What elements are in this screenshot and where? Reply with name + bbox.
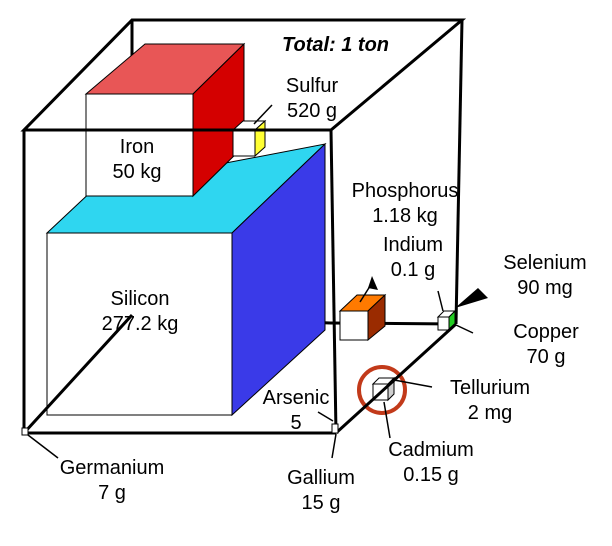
selenium-label: Selenium 90 mg bbox=[490, 251, 600, 301]
silicon-label: Silicon 277.2 kg bbox=[80, 287, 200, 337]
phosphorus-label: Phosphorus 1.18 kg bbox=[340, 179, 470, 229]
cadmium-pointer bbox=[383, 401, 391, 439]
sulfur-name: Sulfur bbox=[285, 75, 339, 97]
tellurium-pointer bbox=[393, 379, 433, 388]
copper-pointer bbox=[455, 324, 474, 334]
gallium-pointer bbox=[331, 433, 337, 459]
phosphorus-cube bbox=[338, 293, 387, 342]
copper-label: Copper 70 g bbox=[496, 320, 596, 370]
germanium-amount: 7 g bbox=[98, 482, 126, 504]
arsenic-label: Arsenic 5 bbox=[252, 386, 340, 436]
phosphorus-amount: 1.18 kg bbox=[372, 205, 438, 227]
indium-amount: 0.1 g bbox=[390, 259, 436, 281]
cadmium-label: Cadmium 0.15 g bbox=[372, 438, 490, 488]
selenium-pointer bbox=[455, 288, 488, 308]
copper-amount: 70 g bbox=[526, 346, 566, 368]
sulfur-amount: 520 g bbox=[286, 100, 338, 122]
gallium-cube bbox=[331, 423, 339, 434]
germanium-name: Germanium bbox=[59, 457, 165, 479]
tellurium-amount: 2 mg bbox=[467, 402, 513, 424]
arsenic-amount: 5 bbox=[290, 412, 302, 434]
arsenic-pointer bbox=[317, 411, 334, 422]
germanium-label: Germanium 7 g bbox=[42, 456, 182, 506]
silicon-name: Silicon bbox=[110, 288, 170, 310]
iron-amount: 50 kg bbox=[112, 161, 162, 183]
germanium-cube bbox=[21, 427, 29, 436]
arsenic-name: Arsenic bbox=[262, 387, 330, 409]
phosphorus-name: Phosphorus bbox=[351, 180, 459, 202]
selenium-name: Selenium bbox=[503, 252, 587, 274]
silicon-front-face bbox=[46, 232, 233, 416]
total-title: Total: 1 ton bbox=[282, 34, 390, 56]
sulfur-cube bbox=[231, 119, 267, 158]
gallium-amount: 15 g bbox=[301, 492, 341, 514]
tellurium-label: Tellurium 2 mg bbox=[434, 376, 546, 426]
iron-front-face bbox=[85, 93, 194, 197]
tellurium-name: Tellurium bbox=[449, 377, 531, 399]
iron-name: Iron bbox=[119, 136, 155, 158]
sulfur-pointer bbox=[253, 104, 273, 125]
iron-cube bbox=[84, 42, 246, 198]
cadmium-name: Cadmium bbox=[388, 439, 474, 461]
silicon-amount: 277.2 kg bbox=[101, 313, 179, 335]
selenium-amount: 90 mg bbox=[517, 277, 573, 299]
gallium-label: Gallium 15 g bbox=[276, 466, 366, 516]
frame-front-edges bbox=[20, 18, 467, 435]
iron-label: Iron 50 kg bbox=[98, 135, 176, 185]
copper-name: Copper bbox=[513, 321, 579, 343]
indium-name: Indium bbox=[382, 234, 444, 256]
cadmium-highlight-circle bbox=[357, 365, 407, 415]
sulfur-label: Sulfur 520 g bbox=[272, 74, 352, 124]
germanium-pointer bbox=[27, 434, 59, 459]
indium-label: Indium 0.1 g bbox=[371, 233, 455, 283]
gallium-name: Gallium bbox=[287, 467, 355, 489]
cadmium-amount: 0.15 g bbox=[403, 464, 459, 486]
